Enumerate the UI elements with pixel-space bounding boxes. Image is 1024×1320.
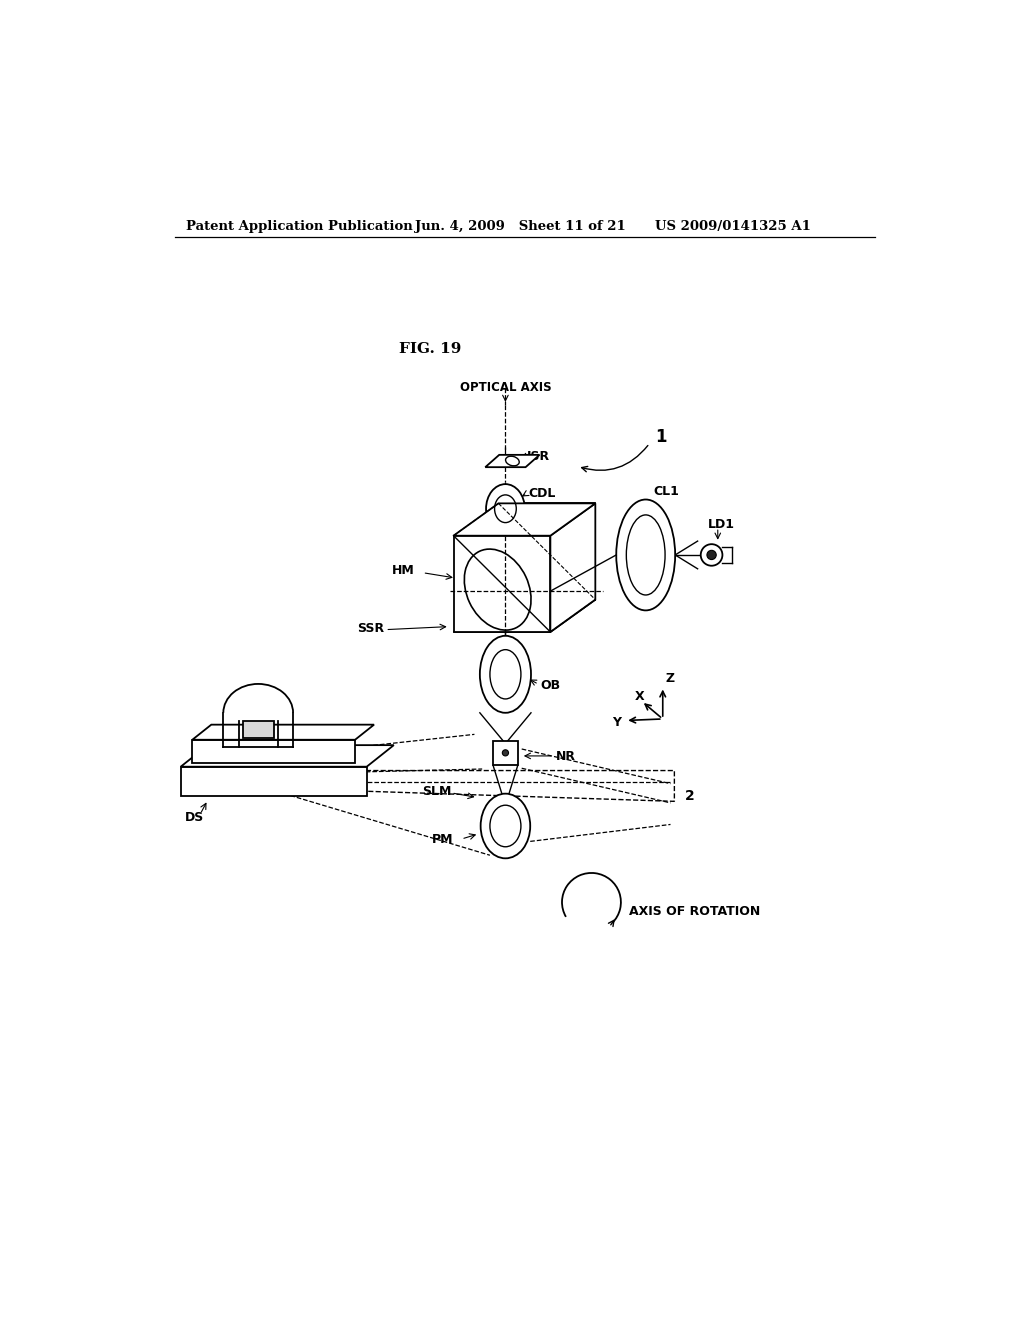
Ellipse shape	[616, 499, 675, 610]
Text: X: X	[635, 690, 645, 702]
Text: 1: 1	[655, 428, 667, 446]
Text: HM: HM	[391, 564, 415, 577]
Text: CDL: CDL	[528, 487, 556, 500]
Polygon shape	[243, 721, 273, 738]
Polygon shape	[485, 455, 540, 467]
Text: AXIS OF ROTATION: AXIS OF ROTATION	[629, 906, 760, 917]
Text: Y: Y	[612, 717, 622, 730]
Polygon shape	[454, 599, 595, 632]
Ellipse shape	[707, 550, 716, 560]
Text: PM: PM	[432, 833, 454, 846]
Text: ISR: ISR	[527, 450, 550, 463]
Polygon shape	[180, 767, 367, 796]
Text: OPTICAL AXIS: OPTICAL AXIS	[461, 380, 552, 393]
Polygon shape	[454, 503, 595, 536]
Ellipse shape	[503, 750, 509, 756]
Ellipse shape	[480, 636, 531, 713]
Polygon shape	[193, 725, 374, 739]
Text: Patent Application Publication: Patent Application Publication	[186, 219, 413, 232]
Text: CL1: CL1	[653, 486, 679, 499]
Text: Z: Z	[666, 672, 675, 685]
Ellipse shape	[700, 544, 722, 566]
Text: Jun. 4, 2009   Sheet 11 of 21: Jun. 4, 2009 Sheet 11 of 21	[415, 219, 626, 232]
Polygon shape	[550, 503, 595, 632]
Ellipse shape	[486, 484, 524, 533]
Text: NR: NR	[556, 750, 575, 763]
Polygon shape	[193, 739, 355, 763]
Text: LD1: LD1	[708, 517, 734, 531]
Text: SSR: SSR	[356, 622, 384, 635]
Text: OB: OB	[541, 680, 560, 693]
Polygon shape	[493, 741, 518, 766]
Text: 2: 2	[684, 789, 694, 803]
Polygon shape	[454, 536, 550, 632]
Text: US 2009/0141325 A1: US 2009/0141325 A1	[655, 219, 811, 232]
Text: DS: DS	[184, 810, 204, 824]
Ellipse shape	[480, 793, 530, 858]
Text: SLM: SLM	[422, 785, 452, 797]
Ellipse shape	[506, 457, 519, 466]
Polygon shape	[499, 503, 595, 599]
Text: FIG. 19: FIG. 19	[399, 342, 462, 356]
Polygon shape	[180, 744, 394, 767]
